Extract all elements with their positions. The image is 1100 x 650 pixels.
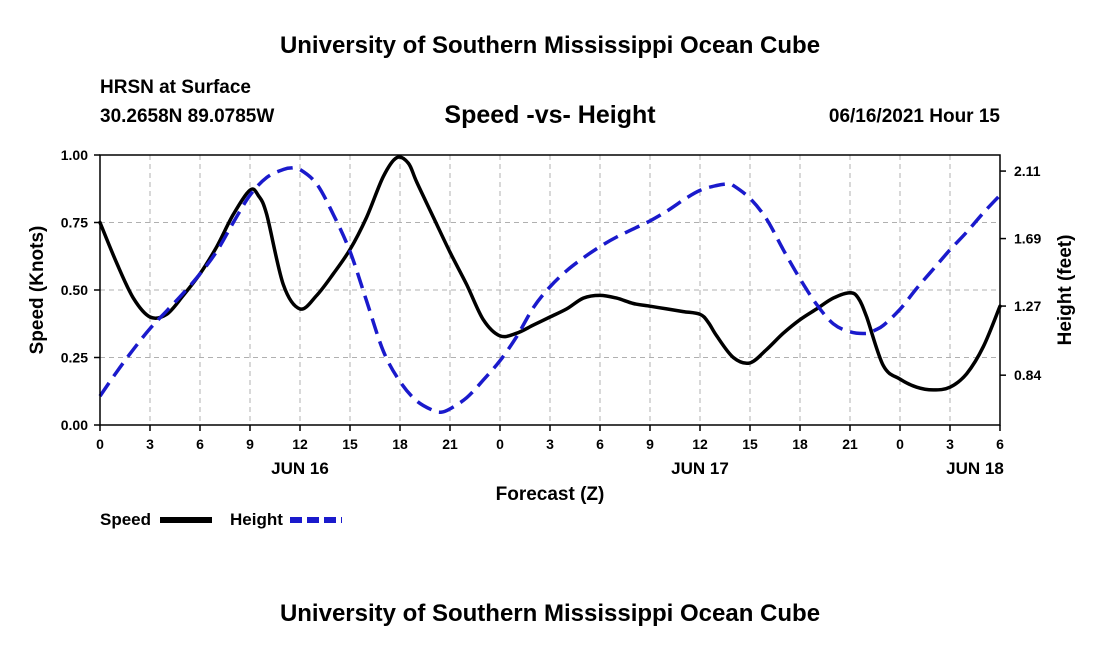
y-right-tick-label: 0.84 <box>1014 367 1041 383</box>
x-tick-label: 9 <box>246 436 254 452</box>
series-speed-line <box>98 155 1002 392</box>
date-hour-label: 06/16/2021 Hour 15 <box>828 106 1000 127</box>
y-left-tick-label: 1.00 <box>61 147 88 163</box>
legend-speed-label: Speed <box>100 510 151 529</box>
series-lines <box>98 155 1002 414</box>
y-left-tick-label: 0.75 <box>61 215 88 231</box>
x-tick-label: 18 <box>792 436 808 452</box>
axes: 0 3 6 9 12 15 18 21 0 3 6 9 12 15 18 21 0 3 6 JUN 16 JUN 17 J… <box>61 147 1042 478</box>
y-axis-left-label: Speed (Knots) <box>27 226 48 355</box>
x-tick-label: 0 <box>896 436 904 452</box>
x-axis-label: Forecast (Z) <box>496 484 605 505</box>
x-tick-label: 3 <box>146 436 154 452</box>
x-tick-label: 6 <box>996 436 1004 452</box>
y-left-tick-label: 0.50 <box>61 282 88 298</box>
y-left-tick-label: 0.25 <box>61 350 88 366</box>
day-label: JUN 16 <box>271 459 329 478</box>
x-tick-label: 21 <box>442 436 458 452</box>
chart-title: Speed -vs- Height <box>444 101 656 129</box>
x-tick-label: 0 <box>96 436 104 452</box>
x-tick-label: 6 <box>596 436 604 452</box>
x-tick-label: 3 <box>946 436 954 452</box>
y-right-tick-label: 2.11 <box>1014 163 1041 179</box>
legend-height-label: Height <box>230 510 283 529</box>
day-label: JUN 18 <box>946 459 1004 478</box>
x-tick-label: 6 <box>196 436 204 452</box>
x-tick-label: 12 <box>292 436 308 452</box>
x-tick-label: 15 <box>742 436 758 452</box>
page-title-top: University of Southern Mississippi Ocean… <box>279 32 821 59</box>
grid-lines <box>100 155 1000 425</box>
y-left-tick-label: 0.00 <box>61 417 88 433</box>
legend: Speed Height <box>100 510 342 529</box>
y-right-tick-label: 1.69 <box>1014 231 1041 247</box>
y-right-tick-label: 1.27 <box>1014 298 1041 314</box>
x-tick-label: 9 <box>646 436 654 452</box>
page-title-bottom: University of Southern Mississippi Ocean… <box>279 600 821 627</box>
y-axis-right-label: Height (feet) <box>1055 235 1076 346</box>
x-tick-label: 3 <box>546 436 554 452</box>
series-height-line <box>98 165 1002 414</box>
coordinates-label: 30.2658N 89.0785W <box>100 106 275 127</box>
x-tick-label: 0 <box>496 436 504 452</box>
day-label: JUN 17 <box>671 459 729 478</box>
x-tick-label: 18 <box>392 436 408 452</box>
x-tick-label: 12 <box>692 436 708 452</box>
station-label: HRSN at Surface <box>100 77 251 98</box>
x-tick-label: 21 <box>842 436 858 452</box>
x-tick-label: 15 <box>342 436 358 452</box>
